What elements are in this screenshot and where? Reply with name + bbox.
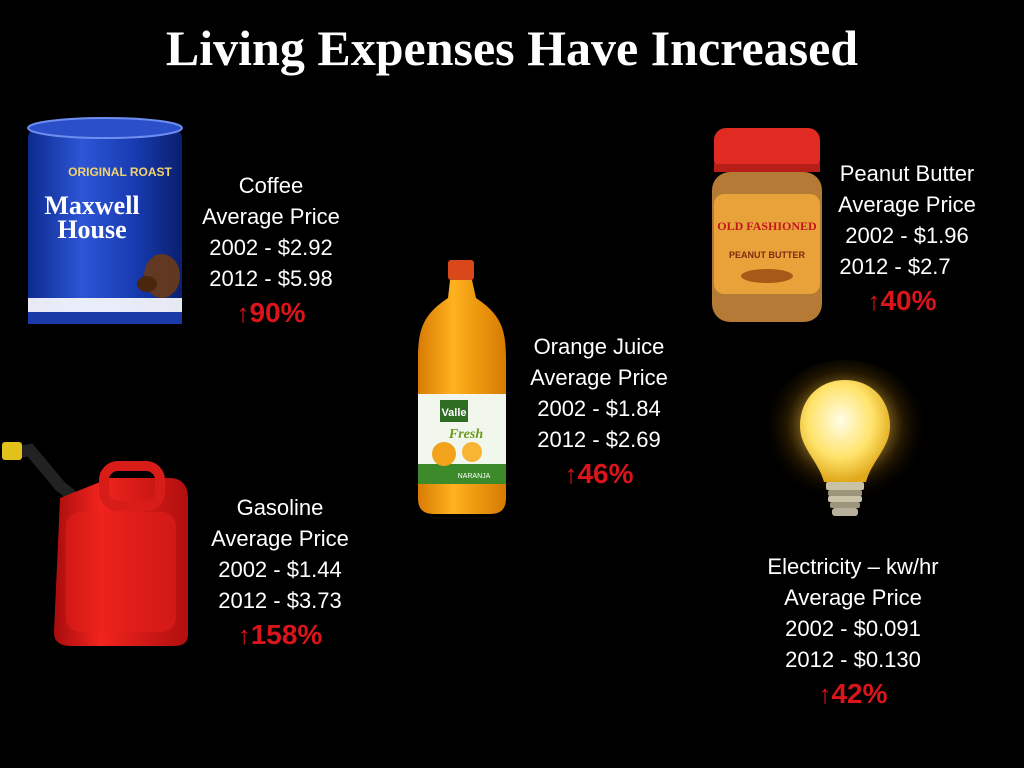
bottle-label-fresh: Fresh [448, 427, 483, 442]
gasoline-subtitle: Average Price [211, 526, 349, 551]
peanut-butter-price-block: Peanut Butter Average Price 2002 - $1.96… [822, 158, 992, 318]
electricity-increase: ↑42% [743, 677, 963, 711]
up-arrow-icon: ↑ [237, 620, 251, 650]
up-arrow-icon: ↑ [818, 679, 832, 709]
gas-can-icon [0, 438, 196, 650]
electricity-name: Electricity – kw/hr [767, 554, 939, 579]
electricity-price-block: Electricity – kw/hr Average Price 2002 -… [743, 551, 963, 711]
coffee-can-label-brand1: Maxwell [44, 191, 139, 220]
coffee-subtitle: Average Price [202, 204, 340, 229]
coffee-increase-value: 90% [249, 297, 306, 328]
coffee-price-2002: 2002 - $2.92 [209, 235, 333, 260]
orange-juice-increase-value: 46% [577, 458, 634, 489]
peanut-butter-increase: ↑40% [812, 284, 992, 318]
gasoline-increase: ↑158% [196, 618, 364, 652]
orange-juice-price-2012: 2012 - $2.69 [537, 427, 661, 452]
bottle-label-brand: Valle [441, 407, 466, 419]
coffee-can-icon: ORIGINAL ROAST Maxwell House [22, 116, 188, 330]
orange-juice-increase: ↑46% [514, 457, 684, 491]
peanut-butter-subtitle: Average Price [838, 192, 976, 217]
gasoline-price-2012: 2012 - $3.73 [218, 588, 342, 613]
electricity-subtitle: Average Price [784, 585, 922, 610]
gasoline-increase-value: 158% [250, 619, 323, 650]
orange-juice-name: Orange Juice [533, 334, 665, 359]
peanut-butter-price-2012: 2012 - $2.7 [839, 254, 951, 279]
coffee-can-label-brand2: House [57, 215, 126, 244]
peanut-butter-increase-value: 40% [880, 285, 937, 316]
page-title: Living Expenses Have Increased [165, 20, 859, 76]
orange-juice-subtitle: Average Price [530, 365, 668, 390]
gasoline-price-block: Gasoline Average Price 2002 - $1.44 2012… [196, 492, 364, 652]
orange-juice-bottle-icon: Valle Fresh NARANJA [414, 258, 510, 518]
peanut-butter-name: Peanut Butter [839, 161, 975, 186]
orange-juice-price-block: Orange Juice Average Price 2002 - $1.84 … [514, 331, 684, 491]
electricity-price-2002: 2002 - $0.091 [785, 616, 921, 641]
bottle-label-flavor: NARANJA [458, 473, 491, 480]
coffee-can-label-roast: ORIGINAL ROAST [68, 165, 172, 179]
light-bulb-icon [760, 360, 930, 540]
peanut-butter-jar-icon: OLD FASHIONED PEANUT BUTTER [708, 124, 826, 328]
up-arrow-icon: ↑ [867, 286, 881, 316]
coffee-name: Coffee [238, 173, 304, 198]
gasoline-price-2002: 2002 - $1.44 [218, 557, 342, 582]
coffee-price-2012: 2012 - $5.98 [209, 266, 333, 291]
jar-label-product: PEANUT BUTTER [729, 250, 805, 260]
up-arrow-icon: ↑ [236, 298, 250, 328]
coffee-increase: ↑90% [186, 296, 356, 330]
jar-label-brand: OLD FASHIONED [717, 219, 817, 233]
electricity-increase-value: 42% [831, 678, 888, 709]
gasoline-name: Gasoline [236, 495, 324, 520]
up-arrow-icon: ↑ [564, 459, 578, 489]
peanut-butter-price-2002: 2002 - $1.96 [845, 223, 969, 248]
coffee-price-block: Coffee Average Price 2002 - $2.92 2012 -… [186, 170, 356, 330]
electricity-price-2012: 2012 - $0.130 [785, 647, 921, 672]
orange-juice-price-2002: 2002 - $1.84 [537, 396, 661, 421]
